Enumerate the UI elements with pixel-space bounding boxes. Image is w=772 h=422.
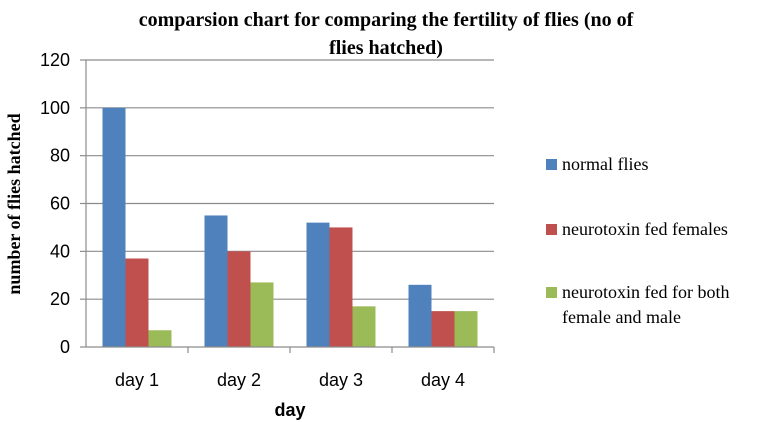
bar-3-4 xyxy=(454,311,478,347)
y-tick-label: 20 xyxy=(50,289,70,309)
bar-2-3 xyxy=(329,227,353,347)
x-axis-label: day xyxy=(274,400,305,420)
y-tick-label: 0 xyxy=(60,337,70,357)
legend-label-1: normal flies xyxy=(562,154,648,174)
legend-swatch-3 xyxy=(546,287,557,298)
legend-swatch-1 xyxy=(546,159,557,170)
y-tick-label: 80 xyxy=(50,146,70,166)
x-tick-label: day 1 xyxy=(115,370,159,390)
bar-3-1 xyxy=(148,330,172,347)
y-tick-labels: 0 20 40 60 80 100 120 xyxy=(40,50,70,357)
chart-title-line-2: flies hatched) xyxy=(329,37,443,59)
y-tick-label: 40 xyxy=(50,241,70,261)
y-tick-label: 60 xyxy=(50,194,70,214)
chart-title-line-1: comparsion chart for comparing the ferti… xyxy=(139,9,634,31)
bar-1-2 xyxy=(204,215,228,347)
legend: normal flies neurotoxin fed females neurot… xyxy=(546,154,729,327)
legend-label-2: neurotoxin fed females xyxy=(562,219,728,239)
bar-3-3 xyxy=(352,306,376,347)
bar-2-1 xyxy=(125,258,149,347)
x-tick-label: day 4 xyxy=(421,370,465,390)
bars xyxy=(102,107,478,347)
legend-label-3: female and male xyxy=(562,307,681,327)
y-axis-label: number of flies hatched xyxy=(4,113,24,294)
bar-1-4 xyxy=(408,284,432,347)
axes xyxy=(85,60,495,353)
x-tick-labels: day 1 day 2 day 3 day 4 xyxy=(115,370,465,390)
bar-3-2 xyxy=(250,282,274,347)
bar-2-4 xyxy=(431,311,455,347)
bar-1-1 xyxy=(102,107,126,347)
legend-swatch-2 xyxy=(546,224,557,235)
x-tick-label: day 3 xyxy=(319,370,363,390)
y-tick-label: 100 xyxy=(40,98,70,118)
bar-1-3 xyxy=(306,222,330,347)
y-tick-label: 120 xyxy=(40,50,70,70)
bar-2-2 xyxy=(227,251,251,347)
legend-label-3: neurotoxin fed for both xyxy=(562,282,729,302)
gridlines xyxy=(80,59,494,348)
x-tick-label: day 2 xyxy=(217,370,261,390)
